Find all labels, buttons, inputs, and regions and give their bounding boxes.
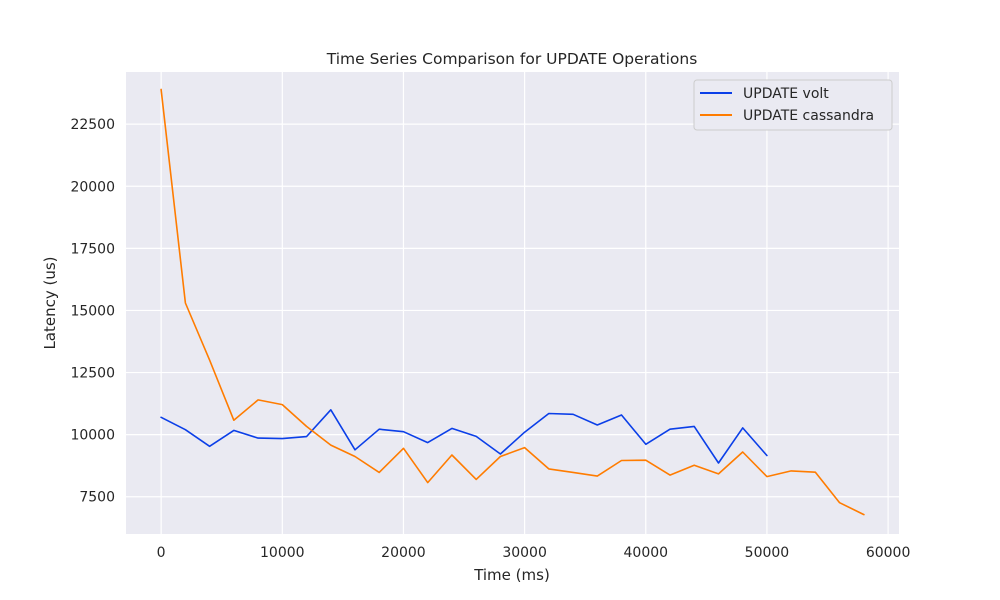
x-tick-label: 10000 [260, 545, 305, 561]
x-tick-label: 20000 [381, 545, 426, 561]
y-tick-labels: 7500 10000 12500 15000 17500 20000 22500 [70, 117, 115, 506]
chart-title: Time Series Comparison for UPDATE Operat… [326, 50, 698, 68]
y-tick-label: 17500 [70, 241, 115, 257]
y-tick-label: 15000 [70, 303, 115, 319]
legend-label-cassandra: UPDATE cassandra [743, 108, 874, 124]
x-tick-label: 0 [157, 545, 166, 561]
y-tick-label: 22500 [70, 117, 115, 133]
x-axis-label: Time (ms) [473, 566, 550, 584]
legend: UPDATE volt UPDATE cassandra [693, 79, 893, 131]
y-tick-label: 12500 [70, 366, 115, 382]
y-tick-label: 7500 [79, 490, 115, 506]
series-line-volt [160, 408, 768, 464]
y-axis-label: Latency (us) [41, 256, 59, 349]
legend-label-volt: UPDATE volt [743, 86, 829, 102]
series-lines [160, 88, 865, 516]
y-tick-label: 20000 [70, 179, 115, 195]
x-tick-label: 50000 [745, 545, 790, 561]
x-tick-label: 40000 [624, 545, 669, 561]
x-tick-label: 60000 [866, 545, 911, 561]
legend-box [693, 79, 893, 131]
series-line-cassandra [160, 88, 865, 516]
x-tick-labels: 0 10000 20000 30000 40000 50000 60000 [157, 545, 911, 561]
plot-area [126, 72, 899, 534]
x-tick-label: 30000 [502, 545, 547, 561]
y-tick-label: 10000 [70, 428, 115, 444]
